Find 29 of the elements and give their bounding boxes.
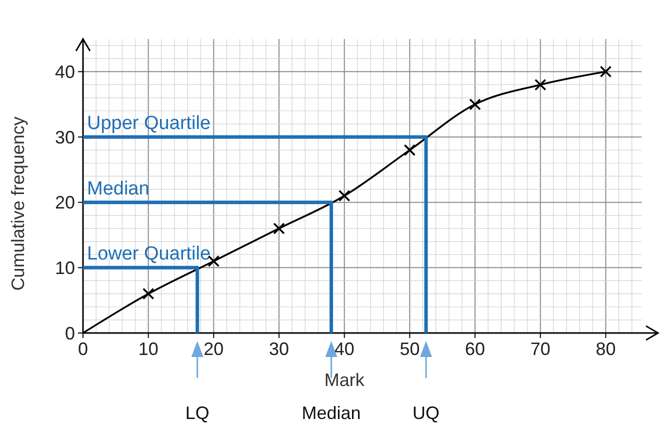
y-tick-label: 20 bbox=[54, 192, 75, 213]
point bbox=[273, 222, 285, 234]
y-axis-title: Cumulative frequency bbox=[8, 116, 28, 291]
point bbox=[142, 288, 154, 300]
annotation: Median bbox=[87, 178, 150, 200]
y-tick-label: 10 bbox=[54, 258, 75, 278]
x-tick-label: 10 bbox=[138, 339, 158, 359]
annotation: Lower Quartile bbox=[87, 244, 211, 265]
annotation: Upper Quartile bbox=[87, 113, 211, 134]
y-tick-label: 0 bbox=[64, 323, 75, 344]
point bbox=[600, 66, 612, 78]
x-tick-label: 40 bbox=[334, 339, 354, 359]
y-tick-label: 30 bbox=[54, 127, 75, 148]
x-tick-label: 80 bbox=[596, 339, 616, 359]
x-tick-label: 70 bbox=[530, 339, 550, 359]
text: LQ bbox=[185, 403, 210, 423]
x-tick-label: 30 bbox=[269, 339, 290, 359]
point bbox=[469, 98, 481, 110]
x-tick-label: 50 bbox=[400, 339, 420, 359]
point bbox=[404, 144, 416, 156]
text: UQ bbox=[412, 403, 440, 423]
x-tick-label: 0 bbox=[78, 339, 88, 359]
text: Median bbox=[302, 403, 361, 423]
x-axis-title: Mark bbox=[324, 370, 366, 390]
x-tick-label: 20 bbox=[204, 339, 224, 359]
x-tick-label: 60 bbox=[465, 339, 486, 359]
point bbox=[534, 78, 546, 91]
y-tick-label: 40 bbox=[54, 62, 75, 82]
point bbox=[338, 190, 350, 202]
